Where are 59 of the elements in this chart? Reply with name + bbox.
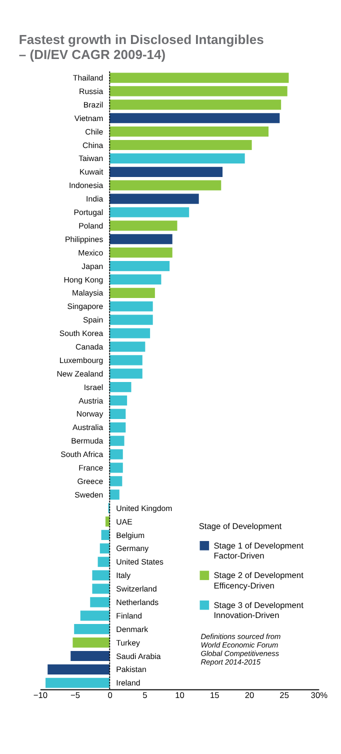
bar xyxy=(110,314,153,325)
bar xyxy=(110,476,122,486)
bar xyxy=(110,220,178,231)
bar xyxy=(110,234,172,244)
bar xyxy=(101,530,110,540)
bar xyxy=(110,422,126,432)
x-tick-label: −10 xyxy=(33,690,48,700)
bar xyxy=(110,260,170,272)
bar xyxy=(110,288,155,298)
bar xyxy=(72,638,110,648)
bar xyxy=(110,72,289,83)
x-tick-label: 15 xyxy=(210,690,220,700)
bar xyxy=(110,248,172,258)
bar xyxy=(98,556,110,567)
bar xyxy=(110,368,142,379)
bar xyxy=(110,408,126,419)
bar xyxy=(90,597,110,608)
x-tick-label: −5 xyxy=(70,690,80,700)
bar xyxy=(110,355,142,366)
legend-label: Stage 3 of Development Innovation-Driven xyxy=(214,600,304,620)
x-tick-label: 5 xyxy=(142,690,148,700)
x-tick-label: 0 xyxy=(108,690,113,700)
bar xyxy=(110,207,190,218)
x-tick-label: 30% xyxy=(310,690,328,700)
bar xyxy=(110,301,153,312)
bar xyxy=(80,610,110,621)
bar xyxy=(74,624,110,634)
bar xyxy=(110,382,132,392)
x-tick-label: 25 xyxy=(280,690,290,700)
bar xyxy=(110,462,123,473)
bar xyxy=(92,570,110,580)
legend-title: Stage of Development xyxy=(198,520,282,531)
bar xyxy=(48,664,110,674)
bar xyxy=(110,180,222,190)
bar xyxy=(110,126,269,137)
chart-title: Fastest growth in Disclosed Intangibles – (DI/EV CAGR 2009-14) xyxy=(18,32,264,62)
bar xyxy=(92,584,110,594)
bar xyxy=(110,140,252,150)
bar xyxy=(110,166,223,177)
x-tick-label: 20 xyxy=(244,690,254,700)
bar xyxy=(46,678,110,688)
bar xyxy=(110,86,288,96)
bar xyxy=(110,100,282,110)
bar xyxy=(110,490,120,500)
bar xyxy=(110,274,162,285)
legend-label: Stage 1 of Development Factor-Driven xyxy=(214,540,304,561)
bar xyxy=(110,449,123,460)
bar xyxy=(110,113,280,124)
bar xyxy=(110,395,128,406)
annotation: Definitions sourced from World Economic Forum Global Competitiveness Report 2014-2015 xyxy=(200,632,281,666)
bar xyxy=(110,328,150,338)
x-tick-label: 10 xyxy=(175,690,185,700)
bar xyxy=(110,153,245,164)
legend-label: Stage 2 of Development Efficency-Driven xyxy=(214,570,304,590)
bar xyxy=(100,543,110,554)
bar xyxy=(110,436,124,446)
bar xyxy=(70,650,110,662)
bar xyxy=(110,342,146,352)
bar xyxy=(110,194,199,204)
